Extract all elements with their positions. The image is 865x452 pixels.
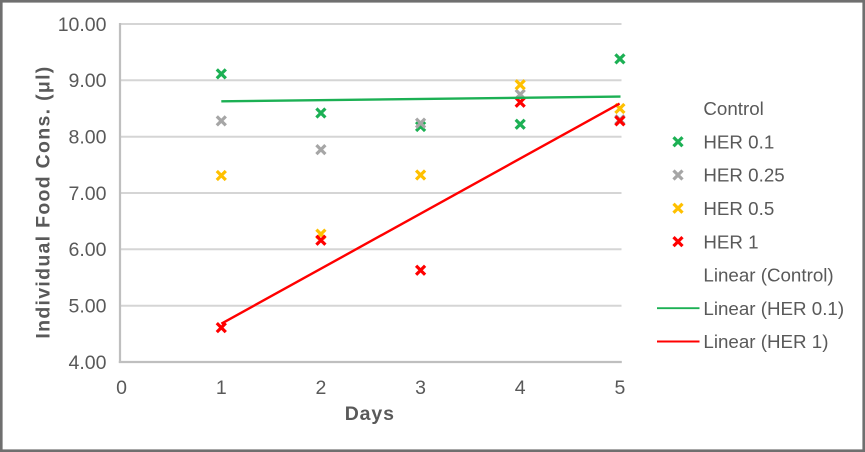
svg-text:2: 2 xyxy=(315,377,326,399)
svg-text:HER 0.1: HER 0.1 xyxy=(703,131,774,152)
svg-text:6.00: 6.00 xyxy=(69,239,107,261)
svg-text:8.00: 8.00 xyxy=(69,127,107,149)
svg-text:5.00: 5.00 xyxy=(69,296,107,318)
svg-text:0: 0 xyxy=(116,377,127,399)
svg-text:Control: Control xyxy=(703,98,763,119)
svg-text:3: 3 xyxy=(415,377,426,399)
svg-text:HER 0.25: HER 0.25 xyxy=(703,165,784,186)
svg-text:4.00: 4.00 xyxy=(69,352,107,374)
svg-text:9.00: 9.00 xyxy=(69,70,107,92)
svg-text:7.00: 7.00 xyxy=(69,183,107,205)
svg-text:Days: Days xyxy=(345,403,395,425)
svg-text:Linear (HER 0.1): Linear (HER 0.1) xyxy=(703,298,844,319)
svg-text:Linear (HER 1): Linear (HER 1) xyxy=(703,331,828,352)
svg-text:Linear (Control): Linear (Control) xyxy=(703,265,833,286)
svg-text:HER 1: HER 1 xyxy=(703,231,758,252)
svg-text:Individual Food Cons. (μl): Individual Food Cons. (μl) xyxy=(32,65,54,338)
svg-text:1: 1 xyxy=(216,377,227,399)
svg-text:10.00: 10.00 xyxy=(58,14,107,36)
svg-text:5: 5 xyxy=(614,377,625,399)
svg-text:4: 4 xyxy=(515,377,526,399)
svg-text:HER 0.5: HER 0.5 xyxy=(703,198,774,219)
